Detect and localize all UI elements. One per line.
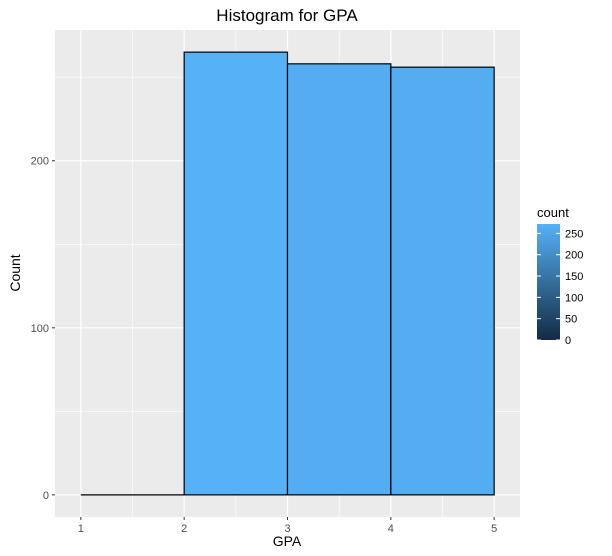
y-axis-title: Count bbox=[7, 254, 23, 291]
x-tick-label: 2 bbox=[181, 523, 187, 535]
legend-tick-label: 150 bbox=[565, 271, 583, 283]
legend-tick-label: 250 bbox=[565, 228, 583, 240]
legend-tick-label: 0 bbox=[565, 335, 571, 347]
y-tick-label: 200 bbox=[31, 156, 49, 168]
legend-tick-label: 200 bbox=[565, 250, 583, 262]
legend-tick-label: 50 bbox=[565, 314, 577, 326]
chart-title: Histogram for GPA bbox=[216, 6, 358, 25]
x-tick-label: 5 bbox=[491, 523, 497, 535]
histogram-bar bbox=[390, 66, 495, 496]
x-axis-title: GPA bbox=[273, 533, 302, 549]
histogram-bar bbox=[286, 63, 392, 496]
y-axis: 0 100 200 bbox=[31, 156, 55, 502]
legend-ticks: 0 50 100 150 200 250 bbox=[537, 228, 583, 347]
legend-tick-label: 100 bbox=[565, 292, 583, 304]
legend-colorbar bbox=[537, 224, 560, 340]
x-tick-label: 3 bbox=[284, 523, 290, 535]
histogram-bars bbox=[80, 51, 495, 496]
legend: count 0 50 100 150 200 250 bbox=[537, 205, 583, 347]
x-tick-label: 4 bbox=[388, 523, 394, 535]
legend-title: count bbox=[537, 205, 569, 220]
y-tick-label: 100 bbox=[31, 323, 49, 335]
x-tick-label: 1 bbox=[78, 523, 84, 535]
histogram-bar bbox=[183, 51, 289, 496]
x-axis: 1 2 3 4 5 bbox=[78, 517, 497, 535]
y-tick-label: 0 bbox=[43, 490, 49, 502]
